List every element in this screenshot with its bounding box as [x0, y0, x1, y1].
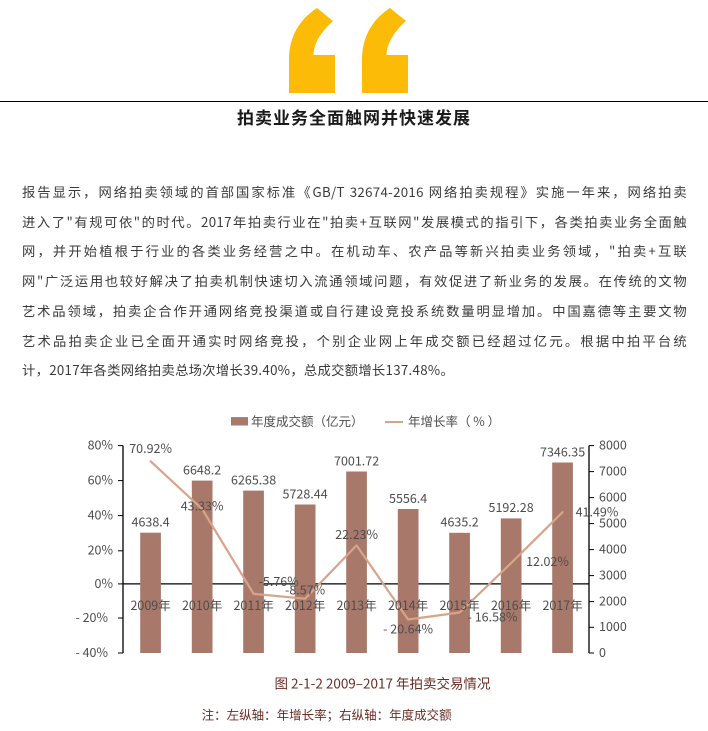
svg-text:12.02%: 12.02% — [526, 551, 569, 570]
svg-text:2017年: 2017年 — [542, 595, 582, 614]
svg-text:8000: 8000 — [599, 435, 627, 454]
svg-text:注：左纵轴：年增长率；右纵轴：年度成交额: 注：左纵轴：年增长率；右纵轴：年度成交额 — [202, 705, 453, 724]
svg-text:- 20.64%: - 20.64% — [383, 618, 433, 637]
svg-text:5192.28: 5192.28 — [489, 497, 534, 516]
svg-text:2009年: 2009年 — [130, 595, 170, 614]
svg-text:0: 0 — [599, 642, 606, 661]
svg-text:20%: 20% — [88, 540, 114, 559]
svg-text:2014年: 2014年 — [388, 595, 428, 614]
svg-text:- 20%: - 20% — [75, 607, 108, 626]
svg-text:70.92%: 70.92% — [129, 438, 172, 457]
svg-text:60%: 60% — [88, 470, 114, 489]
svg-text:5728.44: 5728.44 — [283, 483, 328, 502]
svg-text:43.33%: 43.33% — [181, 495, 224, 514]
svg-text:6648.2: 6648.2 — [183, 459, 221, 478]
svg-text:5556.4: 5556.4 — [389, 488, 427, 507]
svg-text:7346.35: 7346.35 — [540, 441, 585, 460]
svg-text:2010年: 2010年 — [182, 595, 222, 614]
svg-text:2011年: 2011年 — [233, 595, 273, 614]
svg-text:1000: 1000 — [599, 616, 627, 635]
svg-text:80%: 80% — [88, 435, 114, 454]
svg-text:2016年: 2016年 — [491, 595, 531, 614]
svg-text:2000: 2000 — [599, 591, 627, 610]
svg-text:7000: 7000 — [599, 461, 627, 480]
svg-text:6265.38: 6265.38 — [231, 469, 276, 488]
svg-text:4000: 4000 — [599, 539, 627, 558]
svg-text:3000: 3000 — [599, 565, 627, 584]
svg-text:- 40%: - 40% — [75, 642, 108, 661]
svg-text:0%: 0% — [95, 573, 114, 592]
svg-text:2012年: 2012年 — [285, 595, 325, 614]
svg-text:40%: 40% — [88, 505, 114, 524]
svg-text:年增长率（ % ）: 年增长率（ % ） — [408, 411, 500, 430]
svg-text:4635.2: 4635.2 — [441, 512, 479, 531]
svg-text:年度成交额（亿元）: 年度成交额（亿元） — [251, 411, 364, 430]
svg-text:7001.72: 7001.72 — [334, 450, 379, 469]
svg-text:22.23%: 22.23% — [335, 524, 378, 543]
svg-text:图 2-1-2 2009–2017 年拍卖交易情况: 图 2-1-2 2009–2017 年拍卖交易情况 — [274, 672, 491, 692]
svg-text:2015年: 2015年 — [439, 595, 479, 614]
svg-text:4638.4: 4638.4 — [132, 512, 170, 531]
svg-text:41.49%: 41.49% — [576, 501, 619, 520]
svg-text:2013年: 2013年 — [336, 595, 376, 614]
